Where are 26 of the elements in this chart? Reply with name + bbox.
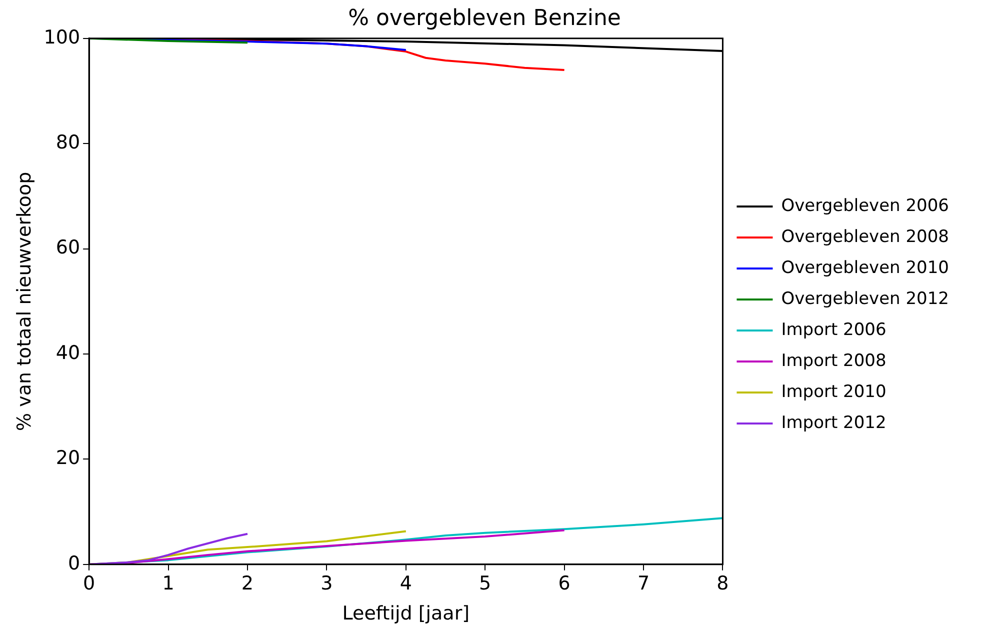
legend-label: Import 2010 [781, 382, 886, 402]
y-axis-title: % van totaal nieuwverkoop [13, 172, 36, 431]
y-tick-label: 20 [56, 447, 80, 470]
x-tick-label: 4 [400, 572, 412, 595]
x-tick-label: 8 [716, 572, 729, 595]
x-tick-label: 2 [241, 572, 254, 595]
y-tick-label: 60 [56, 236, 80, 259]
legend-label: Overgebleven 2010 [781, 258, 950, 278]
x-tick-label: 6 [558, 572, 570, 595]
y-tick-label: 80 [56, 132, 80, 154]
legend-label: Import 2008 [781, 350, 886, 371]
legend-label: Overgebleven 2008 [781, 226, 950, 247]
x-tick-label: 0 [83, 572, 96, 595]
x-axis-title: Leeftijd [jaar] [342, 602, 470, 625]
y-tick-label: 100 [44, 26, 80, 48]
legend-label: Import 2006 [781, 320, 886, 340]
legend-label: Import 2012 [781, 412, 886, 433]
chart-title: % overgebleven Benzine [348, 6, 621, 31]
x-tick-label: 5 [479, 572, 492, 595]
y-tick-label: 0 [68, 552, 80, 574]
legend-label: Overgebleven 2006 [781, 196, 950, 216]
legend-label: Overgebleven 2012 [781, 288, 950, 309]
y-tick-label: 40 [56, 342, 80, 364]
x-tick-label: 3 [320, 572, 333, 595]
x-tick-label: 1 [162, 572, 174, 595]
x-tick-label: 7 [637, 572, 650, 595]
